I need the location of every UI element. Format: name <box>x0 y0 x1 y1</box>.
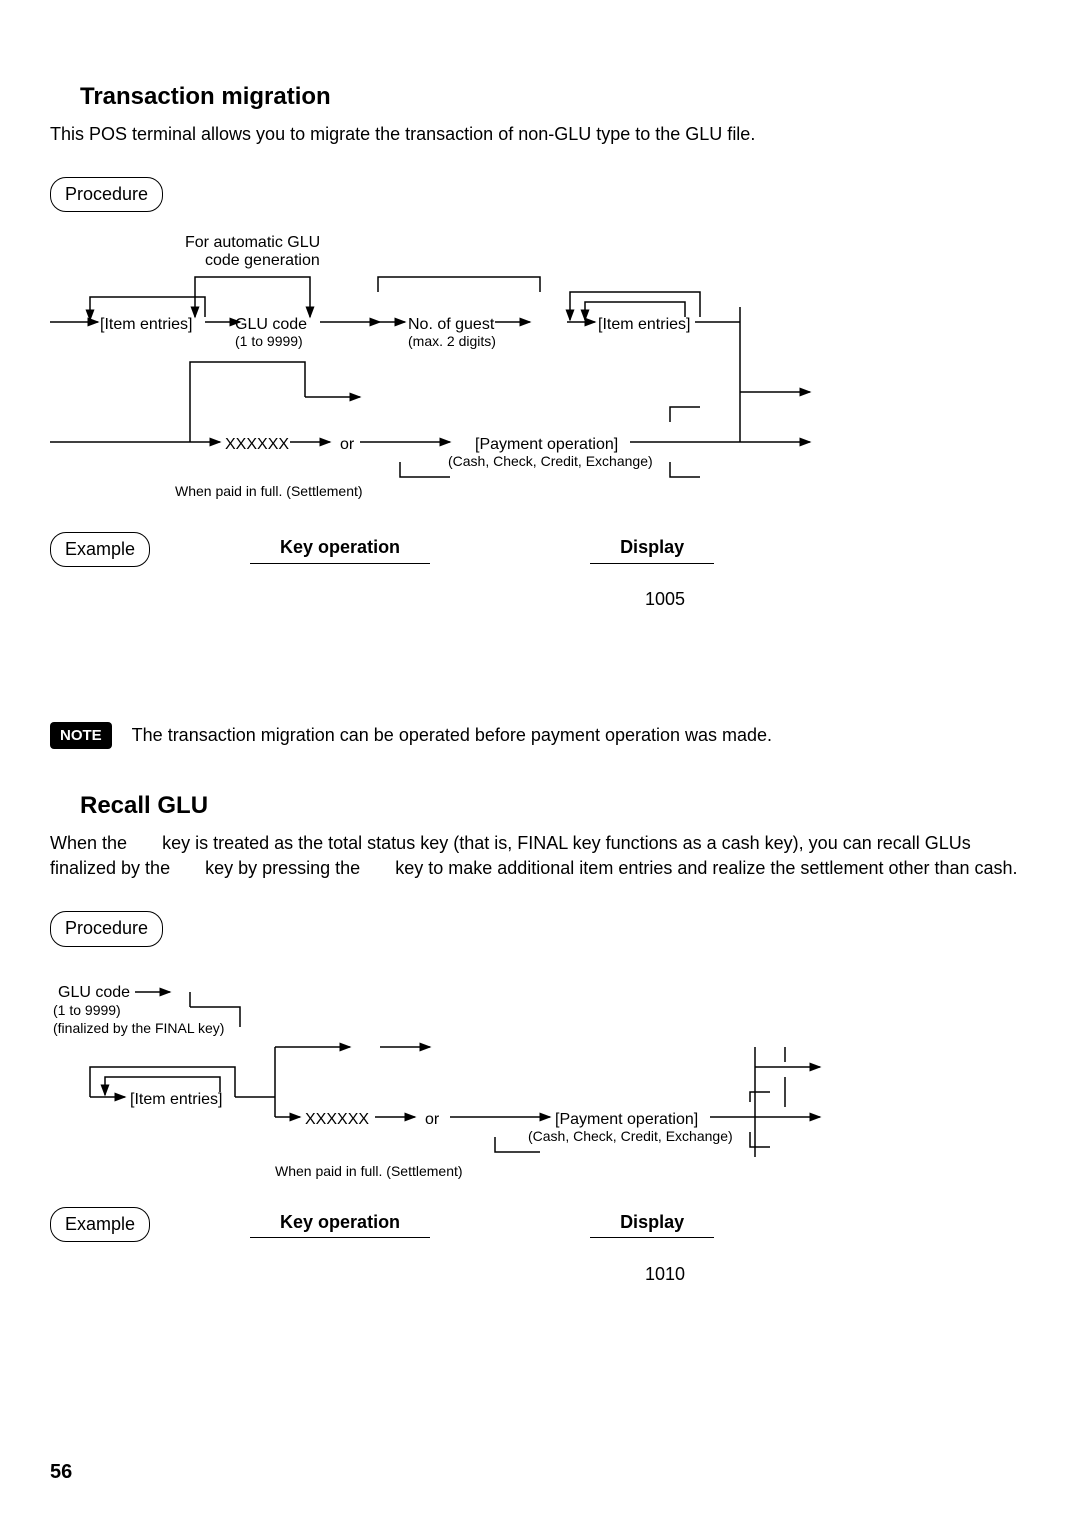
s2b1: When the <box>50 833 127 853</box>
example-row-1: Example Key operation Display <box>50 532 1030 567</box>
note-badge: NOTE <box>50 722 112 749</box>
section-1: Transaction migration This POS terminal … <box>50 80 1030 612</box>
display-header-2: Display <box>590 1210 714 1238</box>
d2-or: or <box>425 1109 439 1131</box>
note-text: The transaction migration can be operate… <box>132 723 772 748</box>
example-label-1: Example <box>50 532 150 567</box>
key-op-header-1: Key operation <box>250 535 430 563</box>
section2-title: Recall GLU <box>80 789 1030 823</box>
d1-xxx: XXXXXX <box>225 434 289 456</box>
key-op-header-2: Key operation <box>250 1210 430 1238</box>
d1-glu2: (1 to 9999) <box>235 332 303 352</box>
diagram2-svg <box>50 957 1030 1197</box>
section1-body: This POS terminal allows you to migrate … <box>50 122 1030 147</box>
display-header-1: Display <box>590 535 714 563</box>
d1-pay2: (Cash, Check, Credit, Exchange) <box>448 452 653 472</box>
d1-item2: [Item entries] <box>598 314 690 336</box>
section2-body: When the key is treated as the total sta… <box>50 831 1030 881</box>
d2-paid: When paid in full. (Settlement) <box>275 1162 463 1182</box>
section-2: Recall GLU When the key is treated as th… <box>50 789 1030 1287</box>
procedure-diagram-1: For automatic GLU code generation [Item … <box>50 222 1030 522</box>
example-label-2: Example <box>50 1207 150 1242</box>
page-number: 56 <box>50 1458 72 1486</box>
d1-or: or <box>340 434 354 456</box>
d1-auto2: code generation <box>205 250 320 272</box>
d2-item: [Item entries] <box>130 1089 222 1111</box>
d2-glu2: (1 to 9999) <box>53 1001 121 1021</box>
d2-finalized: (finalized by the FINAL key) <box>53 1019 224 1039</box>
example-value-2: 1010 <box>300 1262 1030 1287</box>
d2-xxx: XXXXXX <box>305 1109 369 1131</box>
procedure-label-1: Procedure <box>50 177 163 212</box>
s2b4: key to make additional item entries and … <box>395 858 1017 878</box>
section1-title: Transaction migration <box>80 80 1030 114</box>
d2-pay2: (Cash, Check, Credit, Exchange) <box>528 1127 733 1147</box>
procedure-label-2: Procedure <box>50 911 163 946</box>
note-row: NOTE The transaction migration can be op… <box>50 722 1030 749</box>
s2b3: key by pressing the <box>205 858 360 878</box>
d1-item1: [Item entries] <box>100 314 192 336</box>
example-row-2: Example Key operation Display <box>50 1207 1030 1242</box>
d1-paid: When paid in full. (Settlement) <box>175 482 363 502</box>
d1-ng2: (max. 2 digits) <box>408 332 496 352</box>
example-value-1: 1005 <box>300 587 1030 612</box>
procedure-diagram-2: GLU code (1 to 9999) (finalized by the F… <box>50 957 1030 1197</box>
diagram1-svg <box>50 222 1030 522</box>
